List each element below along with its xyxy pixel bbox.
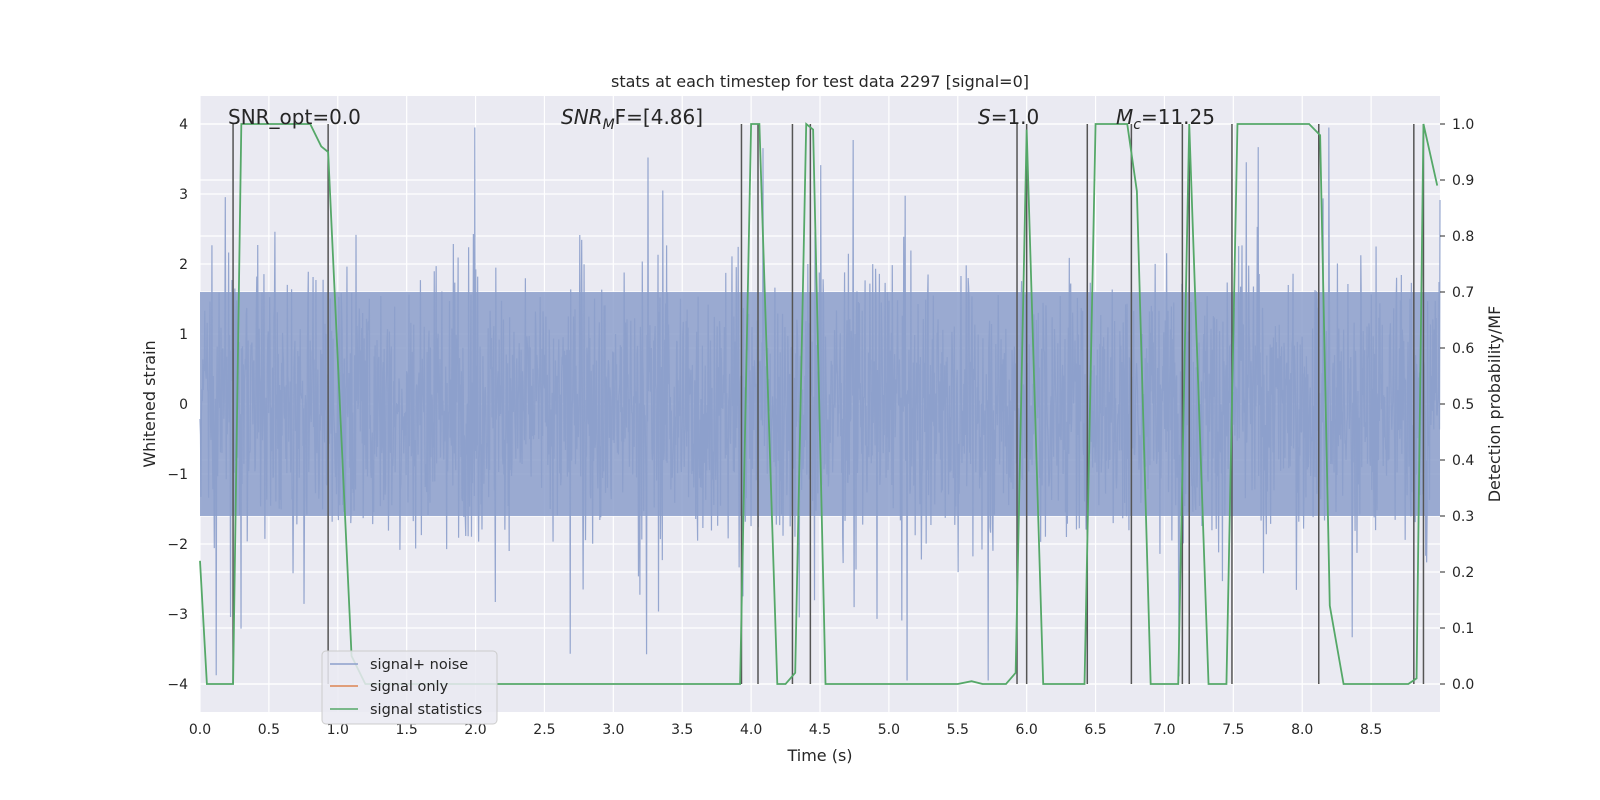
- annotation-snr-mf-main: SNR: [561, 105, 603, 129]
- y-tick-label-left: −2: [167, 537, 188, 553]
- x-tick-label: 0.5: [258, 722, 280, 738]
- x-tick-label: 4.0: [740, 722, 762, 738]
- annotation-s: S=1.0: [978, 105, 1039, 129]
- y-tick-label-left: −4: [167, 677, 188, 693]
- x-tick-label: 8.5: [1360, 722, 1382, 738]
- x-axis-label: Time (s): [786, 746, 852, 765]
- tick-labels: 0.0 0.5 1.0 1.5 2.0 2.5 3.0 3.5 4.0 4.5 5.0 5.5 6.0 6…: [167, 117, 1474, 738]
- x-tick-label: 8.0: [1291, 722, 1313, 738]
- x-tick-label: 6.5: [1084, 722, 1106, 738]
- annotation-mc-sub: c: [1133, 117, 1141, 133]
- y-tick-label-right: 0.7: [1452, 285, 1474, 301]
- x-tick-label: 4.5: [809, 722, 831, 738]
- x-tick-label: 1.5: [396, 722, 418, 738]
- y-tick-label-left: 3: [179, 187, 188, 203]
- annotation-s-main: S: [978, 105, 991, 129]
- x-tick-label: 5.5: [947, 722, 969, 738]
- y-tick-label-right: 0.6: [1452, 341, 1474, 357]
- legend: signal+ noise signal only signal statist…: [321, 650, 498, 725]
- y-tick-label-left: −3: [167, 607, 188, 623]
- y-tick-label-right: 0.3: [1452, 509, 1474, 525]
- annotation-snr-opt: SNR_opt=0.0: [228, 105, 361, 129]
- annotation-snr-mf-sub: M: [603, 117, 615, 133]
- y-tick-label-left: 2: [179, 257, 188, 273]
- chart-title: stats at each timestep for test data 229…: [611, 72, 1029, 91]
- y-tick-label-right: 0.8: [1452, 229, 1474, 245]
- x-tick-label: 2.5: [533, 722, 555, 738]
- y-tick-label-left: 4: [179, 117, 188, 133]
- x-tick-label: 5.0: [878, 722, 900, 738]
- y-axis-label-right: Detection probability/MF: [1485, 306, 1504, 503]
- y-tick-label-right: 0.4: [1452, 453, 1474, 469]
- x-tick-label: 1.0: [327, 722, 349, 738]
- x-tick-label: 3.0: [602, 722, 624, 738]
- y-axis-label-left: Whitened strain: [140, 340, 159, 467]
- y-tick-label-right: 1.0: [1452, 117, 1474, 133]
- y-tick-label-right: 0.2: [1452, 565, 1474, 581]
- x-tick-label: 7.5: [1222, 722, 1244, 738]
- y-tick-label-right: 0.0: [1452, 677, 1474, 693]
- y-tick-label-right: 0.9: [1452, 173, 1474, 189]
- legend-label-signal-statistics: signal statistics: [370, 702, 482, 718]
- legend-box: [321, 650, 498, 725]
- annotation-mc-rest: =11.25: [1141, 105, 1215, 129]
- legend-label-signal-only: signal only: [370, 679, 449, 695]
- y-tick-label-right: 0.1: [1452, 621, 1474, 637]
- annotation-mc: Mc=11.25: [1116, 105, 1215, 133]
- annotation-mc-main: M: [1116, 105, 1133, 129]
- annotation-snr-mf-rest: F=[4.86]: [615, 105, 703, 129]
- y-tick-label-left: −1: [167, 467, 188, 483]
- y-tick-label-left: 0: [179, 397, 188, 413]
- legend-label-signal-noise: signal+ noise: [370, 657, 468, 673]
- annotation-snr-mf: SNRMF=[4.86]: [561, 105, 703, 133]
- x-tick-label: 2.0: [464, 722, 486, 738]
- x-tick-label: 0.0: [189, 722, 211, 738]
- x-tick-label: 3.5: [671, 722, 693, 738]
- annotation-s-rest: =1.0: [991, 105, 1040, 129]
- y-tick-label-right: 0.5: [1452, 397, 1474, 413]
- x-tick-label: 6.0: [1016, 722, 1038, 738]
- y-tick-label-left: 1: [179, 327, 188, 343]
- x-tick-label: 7.0: [1153, 722, 1175, 738]
